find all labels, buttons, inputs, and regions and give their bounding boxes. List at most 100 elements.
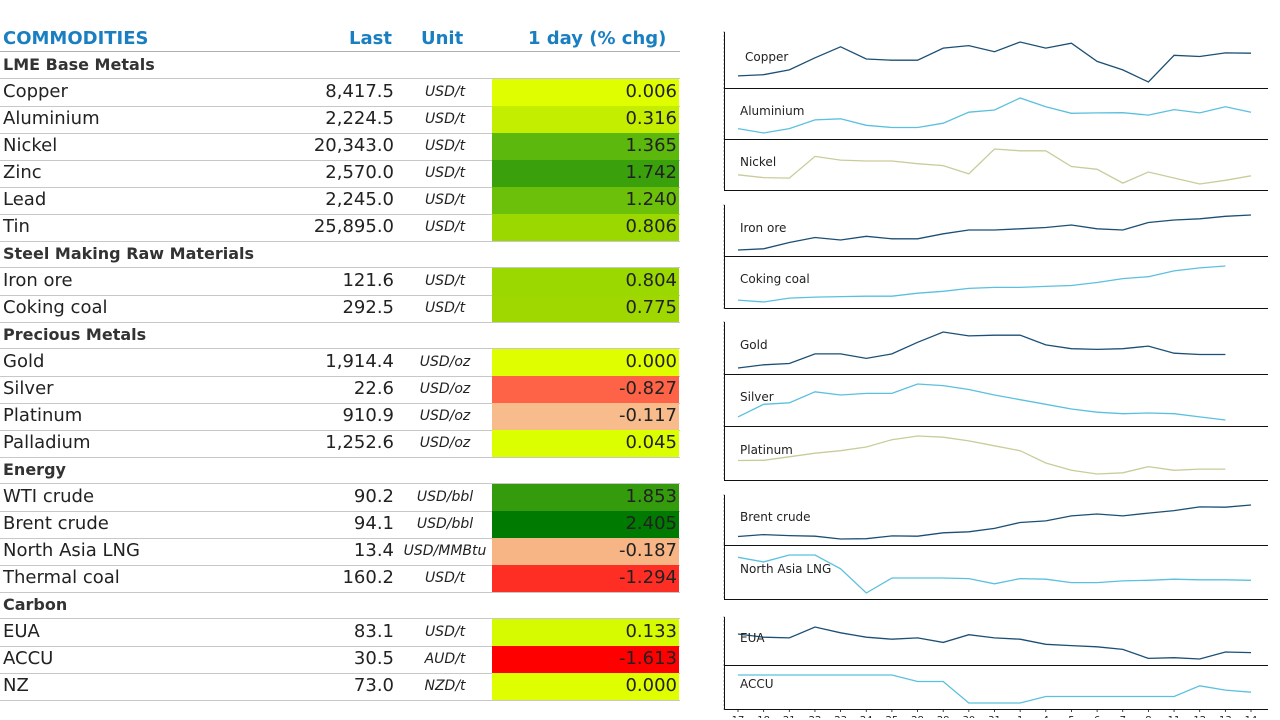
table-row: ACCU 30.5 AUD/t -1.613 bbox=[0, 646, 680, 674]
change-cell: -1.294 bbox=[492, 565, 679, 592]
change-cell: 0.045 bbox=[492, 430, 679, 457]
sparkline-panel: ACCU bbox=[723, 664, 1268, 710]
table-row: Iron ore 121.6 USD/t 0.804 bbox=[0, 268, 680, 296]
commodity-name: Lead bbox=[3, 189, 47, 210]
section-header: Energy bbox=[0, 457, 680, 484]
x-tick-label: 24 bbox=[860, 715, 873, 718]
change-cell: 1.853 bbox=[492, 484, 679, 511]
table-row: Lead 2,245.0 USD/t 1.240 bbox=[0, 187, 680, 215]
table-row: EUA 83.1 USD/t 0.133 bbox=[0, 619, 680, 647]
last-price: 2,570.0 bbox=[325, 162, 394, 183]
commodity-name: Aluminium bbox=[3, 108, 100, 129]
x-tick-label: 22 bbox=[809, 715, 822, 718]
x-tick-label: 7 bbox=[1120, 715, 1126, 718]
change-value: 0.804 bbox=[625, 270, 677, 291]
sparkline-panel: North Asia LNG bbox=[723, 544, 1268, 600]
table-row: North Asia LNG 13.4 USD/MMBtu -0.187 bbox=[0, 538, 680, 566]
sparkline-panel: Coking coal bbox=[723, 255, 1268, 309]
commodity-name: Tin bbox=[3, 216, 30, 237]
x-tick-label: 11 bbox=[1168, 715, 1181, 718]
change-value: 0.000 bbox=[625, 351, 677, 372]
x-tick-label: 12 bbox=[1193, 715, 1206, 718]
x-tick-label: 1 bbox=[1017, 715, 1023, 718]
change-cell: 2.405 bbox=[492, 511, 679, 538]
section-header: LME Base Metals bbox=[0, 52, 680, 79]
sparkline-series bbox=[737, 383, 1226, 421]
x-tick-label: 29 bbox=[937, 715, 950, 718]
sparkline-series bbox=[737, 331, 1226, 369]
commodity-name: Iron ore bbox=[3, 270, 73, 291]
price-unit: USD/oz bbox=[419, 354, 471, 370]
price-unit: USD/t bbox=[424, 219, 466, 235]
sparkline-label: Silver bbox=[740, 390, 774, 404]
change-value: 0.000 bbox=[625, 675, 677, 696]
change-value: 0.133 bbox=[625, 621, 677, 642]
x-tick-label: 4 bbox=[1043, 715, 1049, 718]
commodity-name: EUA bbox=[3, 621, 40, 642]
last-price: 90.2 bbox=[353, 486, 394, 507]
change-cell: 1.240 bbox=[492, 187, 679, 214]
price-unit: USD/bbl bbox=[416, 516, 474, 532]
change-cell: -0.827 bbox=[492, 376, 679, 403]
sparkline-panel: Nickel bbox=[723, 138, 1268, 191]
price-unit: USD/t bbox=[424, 300, 466, 316]
change-cell: -0.187 bbox=[492, 538, 679, 565]
change-cell: 0.806 bbox=[492, 214, 679, 241]
sparkline-label: Copper bbox=[745, 50, 788, 64]
table-title: COMMODITIES bbox=[3, 28, 149, 49]
change-cell: -1.613 bbox=[492, 646, 679, 673]
section-title: Energy bbox=[3, 460, 66, 479]
price-unit: USD/MMBtu bbox=[403, 543, 487, 559]
table-row: NZ 73.0 NZD/t 0.000 bbox=[0, 673, 680, 701]
sparkline-label: North Asia LNG bbox=[740, 562, 831, 576]
price-unit: USD/oz bbox=[419, 435, 471, 451]
price-unit: USD/t bbox=[424, 570, 466, 586]
sparkline-series bbox=[737, 626, 1252, 660]
sparkline-label: Brent crude bbox=[740, 510, 811, 524]
commodity-name: Brent crude bbox=[3, 513, 109, 534]
sparkline-series bbox=[737, 504, 1252, 540]
commodity-name: Coking coal bbox=[3, 297, 108, 318]
change-value: 2.405 bbox=[625, 513, 677, 534]
table-row: Tin 25,895.0 USD/t 0.806 bbox=[0, 214, 680, 242]
change-value: -0.187 bbox=[618, 540, 677, 561]
change-value: 0.775 bbox=[625, 297, 677, 318]
x-tick-label: 28 bbox=[911, 715, 924, 718]
sparkline-label: Coking coal bbox=[740, 272, 810, 286]
last-price: 83.1 bbox=[353, 621, 394, 642]
sparkline-series bbox=[737, 554, 1252, 594]
table-row: Silver 22.6 USD/oz -0.827 bbox=[0, 376, 680, 404]
change-cell: 0.006 bbox=[492, 79, 679, 106]
last-price: 1,914.4 bbox=[325, 351, 394, 372]
x-tick-label: 23 bbox=[834, 715, 847, 718]
change-cell: 0.316 bbox=[492, 106, 679, 133]
price-unit: NZD/t bbox=[424, 678, 466, 694]
table-row: Coking coal 292.5 USD/t 0.775 bbox=[0, 295, 680, 323]
col-header-last: Last bbox=[349, 28, 392, 49]
price-unit: USD/bbl bbox=[416, 489, 474, 505]
last-price: 73.0 bbox=[353, 675, 394, 696]
last-price: 292.5 bbox=[342, 297, 394, 318]
change-cell: 1.365 bbox=[492, 133, 679, 160]
commodity-name: North Asia LNG bbox=[3, 540, 140, 561]
x-tick-label: 8 bbox=[1145, 715, 1151, 718]
price-unit: USD/oz bbox=[419, 408, 471, 424]
last-price: 121.6 bbox=[342, 270, 394, 291]
section-title: Carbon bbox=[3, 595, 68, 614]
table-row: Nickel 20,343.0 USD/t 1.365 bbox=[0, 133, 680, 161]
x-tick-label: 30 bbox=[962, 715, 975, 718]
sparkline-panel: Platinum bbox=[723, 425, 1268, 481]
sparkline-panel: Copper bbox=[723, 31, 1268, 89]
change-value: 0.806 bbox=[625, 216, 677, 237]
table-row: WTI crude 90.2 USD/bbl 1.853 bbox=[0, 484, 680, 512]
last-price: 20,343.0 bbox=[313, 135, 394, 156]
sparkline-label: EUA bbox=[740, 631, 765, 645]
x-tick-label: 13 bbox=[1219, 715, 1232, 718]
change-cell: 1.742 bbox=[492, 160, 679, 187]
table-row: Thermal coal 160.2 USD/t -1.294 bbox=[0, 565, 680, 593]
table-row: Palladium 1,252.6 USD/oz 0.045 bbox=[0, 430, 680, 458]
sparkline-panel: Silver bbox=[723, 373, 1268, 427]
sparkline-panel: EUA bbox=[723, 616, 1268, 666]
table-row: Zinc 2,570.0 USD/t 1.742 bbox=[0, 160, 680, 188]
change-value: -0.827 bbox=[618, 378, 677, 399]
